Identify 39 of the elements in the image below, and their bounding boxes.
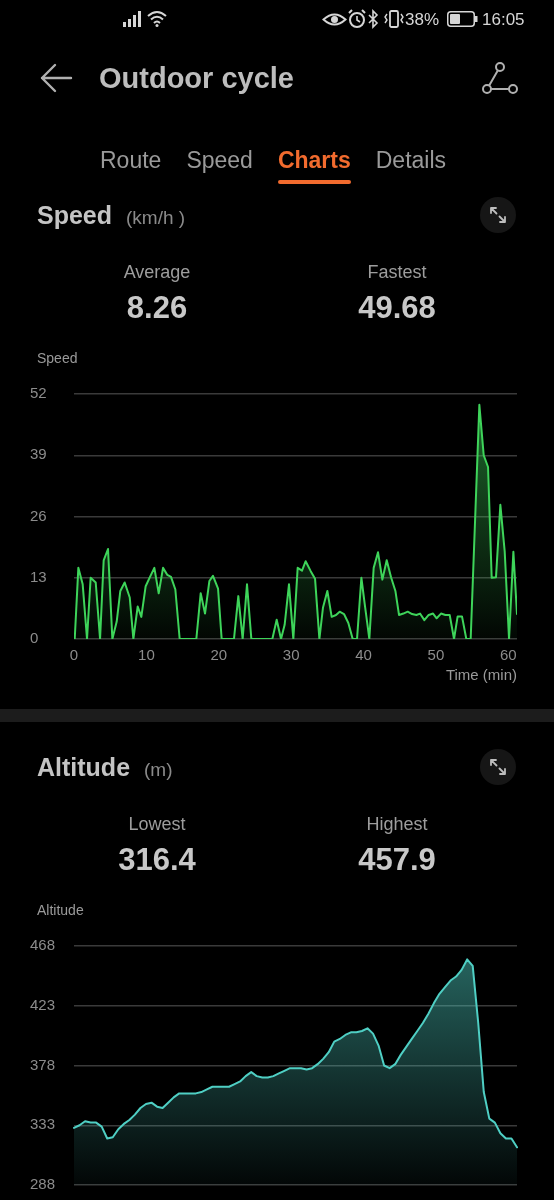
text: Speed xyxy=(186,147,253,173)
y-tick-label: 423 xyxy=(30,995,56,1013)
y-tick-label: 52 xyxy=(30,384,47,402)
y-tick-label: 0 xyxy=(30,629,39,647)
text: Route xyxy=(100,147,162,173)
text: Details xyxy=(375,147,447,173)
text: 16:05 xyxy=(482,10,525,30)
text: Charts xyxy=(277,147,351,173)
chart-title: Altitude xyxy=(37,752,131,783)
y-tick-label: 288 xyxy=(30,1175,56,1193)
text: Highest xyxy=(366,814,428,834)
text: 49.68 xyxy=(358,290,436,326)
y-tick-label: 378 xyxy=(30,1055,56,1073)
x-tick-label: 30 xyxy=(282,646,300,664)
x-tick-label: 10 xyxy=(138,646,155,664)
text: 316.4 xyxy=(118,842,196,878)
y-tick-label: 39 xyxy=(30,445,47,463)
y-tick-label: 13 xyxy=(30,567,47,585)
chart-title: Speed xyxy=(37,200,113,231)
text: Outdoor cycle xyxy=(99,61,294,95)
text: 38% xyxy=(405,10,440,30)
x-tick-label: 0 xyxy=(69,646,79,664)
text: 8.26 xyxy=(126,290,188,326)
text: Fastest xyxy=(367,262,427,282)
x-axis-title: Time (min) xyxy=(445,666,517,684)
y-tick-label: 333 xyxy=(30,1115,56,1133)
x-tick-label: 40 xyxy=(355,646,372,664)
x-tick-label: 50 xyxy=(427,646,445,664)
text: Lowest xyxy=(128,814,186,834)
y-tick-label: 468 xyxy=(30,936,56,954)
text: Average xyxy=(123,262,191,282)
y-tick-label: 26 xyxy=(30,506,47,524)
text: 457.9 xyxy=(358,842,436,878)
x-tick-label: 60 xyxy=(499,646,517,664)
y-axis-title: Speed xyxy=(37,350,78,366)
chart-subtitle: (m) xyxy=(144,758,173,782)
chart-subtitle: (km/h ) xyxy=(126,206,186,230)
x-tick-label: 20 xyxy=(210,646,228,664)
y-axis-title: Altitude xyxy=(37,902,84,918)
